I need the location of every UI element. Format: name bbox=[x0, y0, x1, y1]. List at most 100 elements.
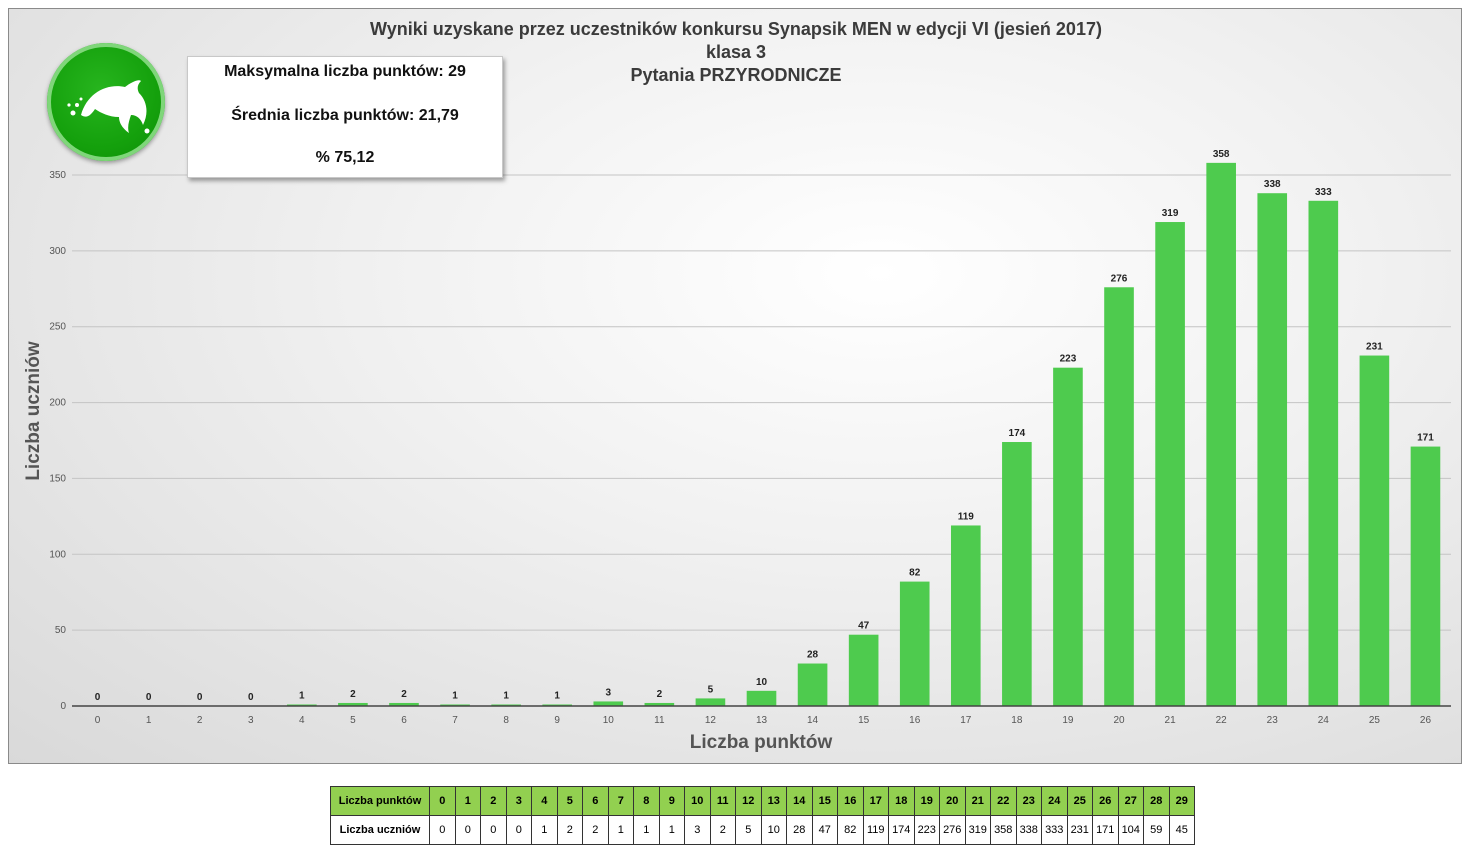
table-cell-students: 333 bbox=[1041, 815, 1068, 845]
table-cell-students: 1 bbox=[658, 815, 685, 845]
percent-text: % 75,12 bbox=[315, 149, 375, 166]
table-cell-points: 17 bbox=[862, 786, 889, 816]
table-cell-students: 45 bbox=[1168, 815, 1195, 845]
data-labels: 0 0 0 0 1 2 2 1 1 1 3 2 5 10 28 47 82 119 174 223 276 319 358 3… bbox=[95, 149, 1434, 703]
x-tick-label: 24 bbox=[1318, 715, 1330, 726]
table-cell-students: 2 bbox=[582, 815, 609, 845]
x-tick-label: 5 bbox=[350, 715, 356, 726]
bar bbox=[1410, 446, 1441, 706]
data-label: 82 bbox=[909, 568, 921, 579]
x-tick-label: 4 bbox=[299, 715, 305, 726]
x-tick-label: 12 bbox=[705, 715, 717, 726]
data-label: 1 bbox=[452, 690, 458, 701]
bar bbox=[695, 698, 726, 706]
table-cell-points: 24 bbox=[1041, 786, 1068, 816]
table-cell-students: 1 bbox=[607, 815, 634, 845]
table-cell-points: 18 bbox=[888, 786, 915, 816]
table-cell-points: 20 bbox=[939, 786, 966, 816]
bar bbox=[593, 701, 624, 706]
x-axis-ticks: 0 1 2 3 4 5 6 7 8 9 10 11 12 13 14 15 16 17 18 19 20 21 22 23 24… bbox=[95, 715, 1432, 726]
table-cell-students: 3 bbox=[684, 815, 711, 845]
table-cell-points: 28 bbox=[1143, 786, 1170, 816]
bar bbox=[491, 704, 521, 706]
data-label: 231 bbox=[1366, 342, 1383, 353]
table-cell-points: 26 bbox=[1092, 786, 1119, 816]
table-cell-points: 16 bbox=[837, 786, 864, 816]
table-cell-students: 1 bbox=[531, 815, 558, 845]
table-cell-points: 14 bbox=[786, 786, 813, 816]
x-tick-label: 19 bbox=[1062, 715, 1074, 726]
x-tick-label: 9 bbox=[554, 715, 560, 726]
table-cell-points: 6 bbox=[582, 786, 609, 816]
table-row-points: Liczba punktów 0 1 2 3 4 5 6 7 8 9 10 11 12 13 14 15 16 1… bbox=[330, 786, 1195, 816]
table-cell-students: 82 bbox=[837, 815, 864, 845]
table-row-label: Liczba punktów bbox=[330, 786, 430, 816]
table-cell-points: 7 bbox=[607, 786, 634, 816]
data-label: 2 bbox=[657, 689, 663, 700]
table-cell-students: 0 bbox=[480, 815, 507, 845]
x-tick-label: 8 bbox=[503, 715, 509, 726]
x-tick-label: 10 bbox=[603, 715, 615, 726]
table-cell-students: 338 bbox=[1015, 815, 1042, 845]
table-cell-students: 0 bbox=[429, 815, 456, 845]
x-axis-title: Liczba punktów bbox=[690, 732, 833, 753]
table-cell-points: 27 bbox=[1117, 786, 1144, 816]
table-cell-points: 25 bbox=[1066, 786, 1093, 816]
table-cell-points: 3 bbox=[505, 786, 532, 816]
table-cell-students: 276 bbox=[939, 815, 966, 845]
data-label: 0 bbox=[248, 692, 254, 703]
data-label: 3 bbox=[605, 687, 611, 698]
table-cell-students: 2 bbox=[556, 815, 583, 845]
table-cell-points: 11 bbox=[709, 786, 736, 816]
mean-points-text: Średnia liczba punktów: 21,79 bbox=[231, 107, 459, 124]
table-cell-points: 1 bbox=[454, 786, 481, 816]
x-tick-label: 17 bbox=[960, 715, 972, 726]
table-row-label: Liczba uczniów bbox=[330, 815, 430, 845]
y-tick-label: 0 bbox=[60, 701, 66, 712]
table-cell-points: 29 bbox=[1168, 786, 1195, 816]
x-tick-label: 3 bbox=[248, 715, 254, 726]
bar bbox=[542, 704, 573, 706]
data-label: 333 bbox=[1315, 187, 1332, 198]
table-cell-points: 4 bbox=[531, 786, 558, 816]
bar bbox=[746, 690, 777, 706]
data-label: 174 bbox=[1009, 428, 1026, 439]
x-tick-label: 11 bbox=[654, 715, 665, 726]
y-tick-label: 200 bbox=[49, 398, 66, 409]
table-cell-points: 19 bbox=[913, 786, 940, 816]
x-tick-label: 14 bbox=[807, 715, 819, 726]
data-label: 2 bbox=[350, 689, 356, 700]
table-cell-points: 23 bbox=[1015, 786, 1042, 816]
table-cell-students: 104 bbox=[1117, 815, 1144, 845]
table-cell-points: 21 bbox=[964, 786, 991, 816]
table-cell-students: 47 bbox=[811, 815, 838, 845]
bar bbox=[338, 702, 368, 706]
bars bbox=[287, 162, 1441, 707]
data-label: 5 bbox=[708, 684, 714, 695]
table-cell-students: 119 bbox=[862, 815, 889, 845]
bar bbox=[848, 634, 879, 706]
chart-title-line: klasa 3 bbox=[706, 42, 766, 62]
data-table: Liczba punktów 0 1 2 3 4 5 6 7 8 9 10 11 12 13 14 15 16 1… bbox=[330, 786, 1195, 845]
table-cell-students: 0 bbox=[505, 815, 532, 845]
table-cell-students: 223 bbox=[913, 815, 940, 845]
data-label: 338 bbox=[1264, 179, 1281, 190]
bar bbox=[389, 702, 419, 706]
bar bbox=[1002, 442, 1032, 706]
gridlines bbox=[72, 174, 1451, 631]
bar bbox=[1053, 367, 1083, 706]
data-label: 119 bbox=[958, 511, 975, 522]
table-cell-points: 10 bbox=[684, 786, 711, 816]
bar bbox=[950, 525, 981, 706]
data-label: 358 bbox=[1213, 149, 1230, 160]
data-label: 1 bbox=[503, 690, 509, 701]
table-cell-students: 358 bbox=[990, 815, 1017, 845]
table-cell-points: 5 bbox=[556, 786, 583, 816]
y-axis-ticks: 0 50 100 150 200 250 300 350 bbox=[49, 170, 66, 712]
data-label: 0 bbox=[197, 692, 203, 703]
stats-box: Maksymalna liczba punktów: 29 Średnia li… bbox=[187, 56, 503, 178]
logo bbox=[47, 43, 165, 161]
table-cell-students: 174 bbox=[888, 815, 915, 845]
x-tick-label: 1 bbox=[146, 715, 152, 726]
data-label: 10 bbox=[756, 677, 768, 688]
